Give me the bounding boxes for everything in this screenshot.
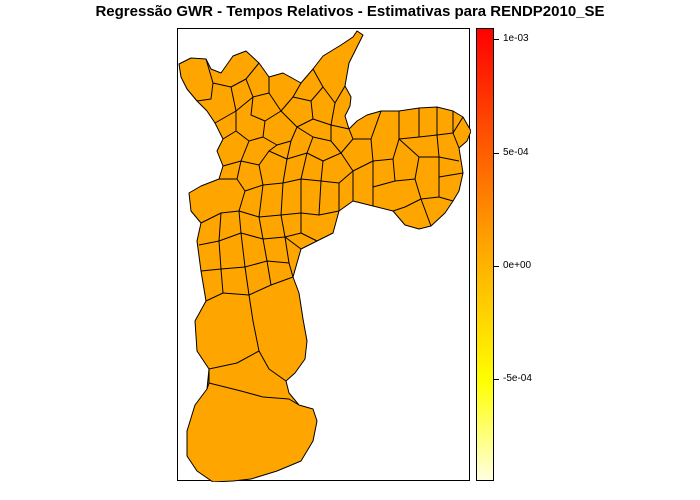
district-border — [320, 152, 354, 184]
legend-tick-label: 5e-04 — [503, 147, 529, 158]
district-border — [212, 82, 237, 124]
district-border — [438, 196, 454, 202]
district-border — [288, 262, 294, 278]
color-scale-bar — [476, 28, 494, 481]
district-border — [270, 276, 294, 286]
map-panel — [177, 28, 471, 482]
district-border — [392, 178, 422, 212]
district-border — [372, 158, 396, 188]
district-border — [318, 210, 340, 216]
district-border — [200, 190, 246, 224]
legend-tick — [494, 39, 499, 40]
district-border — [452, 132, 460, 149]
district-border — [330, 124, 350, 130]
district-border — [208, 350, 260, 370]
district-border — [438, 172, 464, 178]
district-border — [262, 126, 298, 146]
legend-tick-label: 1e-03 — [503, 33, 529, 44]
district-border — [222, 130, 237, 140]
district-border — [286, 126, 314, 160]
district-border — [240, 144, 278, 166]
district-border — [206, 369, 210, 390]
municipality-map — [178, 30, 471, 482]
legend-tick — [494, 153, 499, 154]
district-border — [394, 138, 420, 182]
district-border — [420, 157, 440, 200]
district-border — [306, 140, 342, 162]
district-border — [372, 111, 400, 162]
district-border — [196, 58, 214, 102]
city-outline — [178, 30, 471, 482]
legend-tick — [494, 379, 499, 380]
district-border — [280, 100, 314, 128]
district-border — [208, 382, 300, 406]
district-border — [452, 116, 464, 134]
district-border — [284, 236, 302, 250]
map-title: Regressão GWR - Tempos Relativos - Estim… — [95, 3, 605, 20]
legend-tick — [494, 266, 499, 267]
legend-tick-label: -5e-04 — [503, 373, 532, 384]
district-border — [300, 232, 318, 242]
legend-tick-label: 0e+00 — [503, 260, 532, 271]
district-border — [420, 198, 432, 227]
district-border — [438, 156, 460, 162]
district-border — [292, 68, 324, 102]
